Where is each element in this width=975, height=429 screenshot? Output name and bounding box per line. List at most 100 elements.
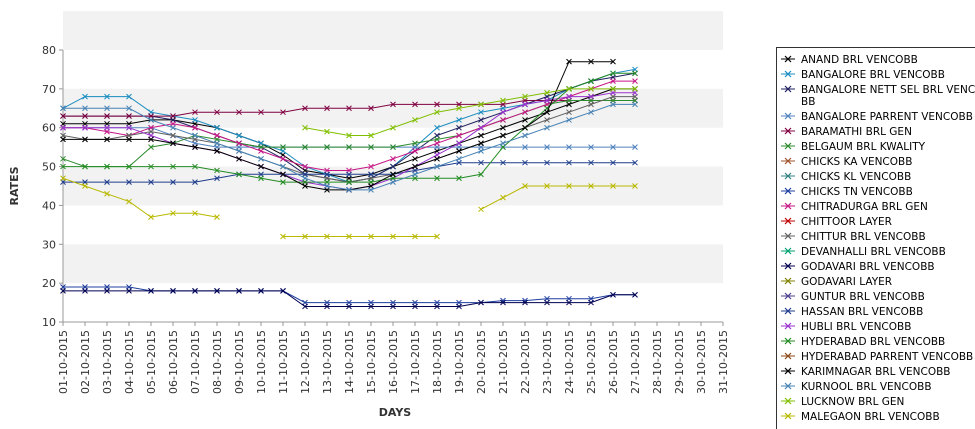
legend-swatch-marker (784, 112, 792, 120)
legend-swatch-marker (784, 397, 792, 405)
x-tick-label: 01-10-2015 (57, 330, 70, 394)
series-line (480, 185, 635, 210)
legend-item: BANGALORE PARRENT VENCOBB (781, 111, 973, 123)
data-point (236, 288, 242, 294)
data-point (170, 124, 176, 131)
x-tick-label: 05-10-2015 (145, 330, 158, 394)
data-point (104, 179, 110, 185)
data-point (324, 144, 330, 150)
legend-item: DEVANHALLI BRL VENCOBB (781, 246, 946, 258)
legend-label: HYDERABAD PARRENT VENCOBB (801, 351, 973, 363)
data-point (610, 101, 616, 108)
legend-swatch-marker (784, 322, 792, 330)
x-tick-label: 06-10-2015 (167, 330, 180, 394)
data-point (302, 105, 308, 112)
data-point (346, 105, 352, 112)
data-point (456, 175, 462, 182)
data-point (148, 144, 154, 150)
data-point (456, 105, 462, 112)
data-point (456, 117, 462, 123)
data-point (610, 78, 616, 84)
x-tick-label: 22-10-2015 (519, 330, 532, 394)
data-point (588, 58, 594, 65)
data-point (170, 210, 176, 217)
data-point (390, 101, 396, 108)
data-point (610, 58, 616, 65)
data-point (588, 299, 594, 306)
data-point (170, 163, 176, 170)
data-point (214, 175, 220, 182)
legend-label: CHITTUR BRL VENCOBB (801, 231, 926, 243)
series (60, 159, 638, 185)
data-point (390, 171, 396, 178)
x-tick-label: 30-10-2015 (695, 330, 708, 394)
legend-label: CHICKS TN VENCOBB (801, 186, 913, 198)
legend-label: MALEGAON BRL VENCOBB (801, 411, 940, 423)
data-point (148, 179, 154, 185)
legend-label: BANGALORE PARRENT VENCOBB (801, 111, 973, 123)
data-point (632, 86, 638, 92)
data-point (632, 78, 638, 84)
data-point (104, 163, 110, 170)
data-point (280, 288, 286, 294)
data-point (280, 163, 286, 170)
data-point (390, 179, 396, 185)
legend-item: BANGALORE NETT SEL BRL VENCOBB (781, 84, 975, 108)
data-point (170, 113, 176, 119)
data-point (368, 303, 374, 310)
data-point (60, 163, 66, 170)
data-point (500, 140, 506, 147)
data-point (214, 109, 220, 116)
data-point (82, 163, 88, 170)
data-point (412, 140, 418, 147)
legend-item: CHICKS KL VENCOBB (781, 171, 911, 183)
data-point (258, 148, 264, 154)
data-point (302, 124, 308, 131)
data-point (632, 183, 638, 189)
y-tick-label: 10 (42, 316, 56, 329)
data-point (566, 58, 572, 65)
legend-swatch-marker (784, 367, 792, 375)
data-point (434, 140, 440, 147)
data-point (280, 155, 286, 162)
data-point (368, 163, 374, 170)
y-tick-label: 70 (42, 83, 56, 96)
x-tick-label: 03-10-2015 (101, 330, 114, 394)
grid-band (63, 244, 723, 284)
legend-swatch-marker (784, 232, 792, 240)
data-point (104, 113, 110, 119)
data-point (456, 155, 462, 162)
data-point (500, 124, 506, 131)
data-point (82, 93, 88, 100)
legend-item: LUCKNOW BRL GEN (781, 396, 904, 408)
x-tick-label: 23-10-2015 (541, 330, 554, 394)
legend-item: BANGALORE BRL VENCOBB (781, 69, 945, 81)
data-point (104, 136, 110, 143)
data-point (60, 136, 66, 143)
data-point (456, 148, 462, 154)
data-point (346, 187, 352, 193)
data-point (544, 97, 550, 104)
data-point (302, 144, 308, 150)
data-point (588, 183, 594, 189)
legend-label: CHICKS KL VENCOBB (801, 171, 911, 183)
data-point (412, 171, 418, 178)
data-point (434, 124, 440, 131)
data-point (544, 183, 550, 189)
data-point (544, 117, 550, 123)
data-point (126, 113, 132, 119)
data-point (60, 105, 66, 112)
data-point (346, 303, 352, 310)
data-point (368, 144, 374, 150)
data-point (500, 159, 506, 166)
data-point (236, 155, 242, 162)
data-point (126, 105, 132, 112)
data-point (82, 183, 88, 189)
y-axis-title: RATES (8, 166, 21, 205)
data-point (500, 299, 506, 306)
legend-label: DEVANHALLI BRL VENCOBB (801, 246, 946, 258)
data-point (412, 148, 418, 154)
data-point (368, 171, 374, 178)
legend-item: HYDERABAD PARRENT VENCOBB (781, 351, 973, 363)
legend-swatch-marker (784, 262, 792, 270)
